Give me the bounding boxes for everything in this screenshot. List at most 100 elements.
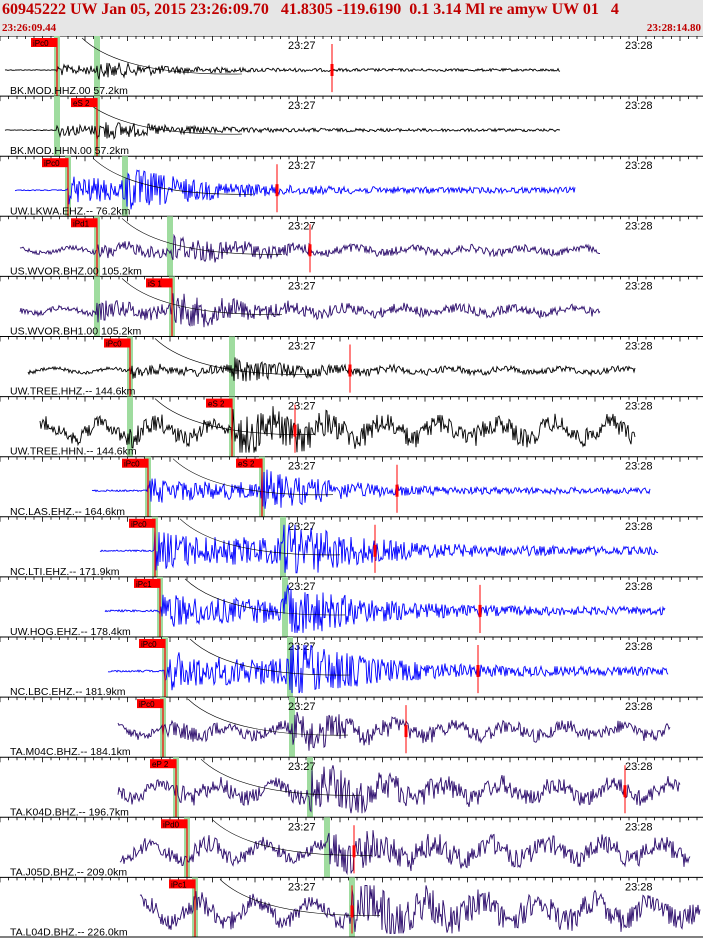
- waveform: [119, 830, 691, 876]
- minute-label: 23:28: [625, 881, 653, 893]
- trace-panel[interactable]: 23:27 23:28 iPd1 US.WVOR.BHZ.00 105.2km: [0, 215, 703, 277]
- amplitude-marker: [348, 364, 352, 377]
- amplitude-marker: [293, 424, 297, 437]
- window-end-time: 23:28:14.80: [646, 22, 701, 34]
- pick-flag[interactable]: [71, 98, 97, 108]
- trace-panel[interactable]: 23:27 23:28 iPc1 TA.L04D.BHZ.-- 226.0km: [0, 876, 703, 938]
- travel-time-curve: [184, 578, 346, 616]
- trace-panel[interactable]: 23:27 23:28 iPc1 UW.HOG.EHZ.-- 178.4km: [0, 576, 703, 638]
- minute-label: 23:27: [288, 401, 316, 413]
- travel-time-curve: [189, 638, 351, 676]
- travel-time-curve: [200, 758, 362, 796]
- pick-flag[interactable]: [161, 819, 187, 829]
- waveform: [117, 765, 681, 814]
- trace-panel[interactable]: 23:27 23:28 iS 1 US.WVOR.BH1.00 105.2km: [0, 275, 703, 338]
- pick-flag[interactable]: [150, 759, 176, 769]
- station-label: TA.L04D.BHZ.-- 226.0km: [10, 927, 128, 938]
- pick-flag[interactable]: [104, 338, 130, 348]
- minute-label: 23:27: [288, 160, 316, 172]
- minute-label: 23:28: [625, 100, 653, 112]
- station-label: NC.LAS.EHZ.-- 164.6km: [10, 506, 125, 518]
- trace-panel[interactable]: 23:27 23:28 iPc0 TA.M04C.BHZ.-- 184.1km: [0, 696, 703, 758]
- station-label: BK.MOD.HHN.00 57.2km: [10, 145, 129, 157]
- minute-label: 23:27: [288, 100, 316, 112]
- waveform: [27, 357, 636, 382]
- travel-time-curve: [172, 458, 334, 496]
- waveform: [91, 469, 651, 509]
- pick-flag[interactable]: [139, 639, 165, 648]
- travel-time-curve: [92, 157, 254, 195]
- pick-flag[interactable]: [146, 278, 172, 288]
- trace-panel[interactable]: 23:27 23:28 eS 2 UW.TREE.HHN.-- 144.6km: [0, 396, 703, 458]
- station-label: UW.TREE.HHN.-- 144.6km: [10, 446, 137, 458]
- minute-label: 23:28: [625, 641, 653, 653]
- amplitude-marker: [275, 184, 279, 197]
- minute-label: 23:28: [625, 461, 653, 473]
- station-label: US.WVOR.BH1.00 105.2km: [10, 326, 142, 338]
- station-label: NC.LBC.EHZ.-- 181.9km: [10, 686, 126, 698]
- amplitude-marker: [478, 604, 482, 617]
- pick-flag[interactable]: [71, 218, 97, 228]
- travel-time-curve: [154, 398, 316, 435]
- pick-flag[interactable]: [134, 578, 160, 588]
- minute-label: 23:27: [288, 280, 316, 292]
- pick-label: iPc1: [171, 880, 187, 889]
- travel-time-curve: [179, 518, 341, 556]
- trace-panel[interactable]: 23:27 23:28 iPc0 BK.MOD.HHZ.00 57.2km: [0, 36, 703, 97]
- pick-flag[interactable]: [236, 458, 262, 468]
- minute-label: 23:28: [625, 821, 653, 833]
- minute-label: 23:28: [625, 761, 653, 773]
- s-phase-window: [229, 336, 235, 397]
- minute-label: 23:27: [288, 641, 316, 653]
- pick-flag[interactable]: [137, 699, 163, 709]
- pick-label: iPd1: [73, 219, 90, 228]
- station-label: TA.M04C.BHZ.-- 184.1km: [10, 746, 131, 758]
- travel-time-curve: [81, 37, 243, 75]
- window-start-time: 23:26:09.44: [2, 22, 57, 34]
- pick-label: iPc0: [141, 640, 157, 649]
- waveform: [4, 122, 561, 141]
- minute-label: 23:27: [288, 40, 316, 52]
- amplitude-marker: [330, 64, 334, 76]
- event-header: 60945222 UW Jan 05, 2015 23:26:09.70 41.…: [0, 0, 703, 36]
- trace-panel[interactable]: 23:27 23:28 eS 2 BK.MOD.HHN.00 57.2km: [0, 95, 703, 157]
- minute-label: 23:28: [625, 220, 653, 232]
- minute-label: 23:28: [625, 401, 653, 413]
- minute-label: 23:28: [625, 280, 653, 292]
- pick-label: iS 1: [148, 279, 162, 288]
- pick-flag[interactable]: [169, 879, 195, 889]
- waveform: [39, 406, 636, 453]
- s-phase-window: [324, 817, 330, 878]
- trace-panel[interactable]: 23:27 23:28 iPd0 TA.J05D.BHZ.-- 209.0km: [0, 816, 703, 878]
- pick-flag[interactable]: [31, 38, 57, 47]
- pick-label: iPd0: [163, 820, 180, 829]
- trace-panel[interactable]: 23:27 23:28 iPc0 eS 2 NC.LAS.EHZ.-- 164.6km: [0, 456, 703, 518]
- station-label: UW.LKWA.EHZ.-- 76.2km: [10, 205, 131, 217]
- station-label: US.WVOR.BHZ.00 105.2km: [10, 265, 142, 277]
- s-phase-window: [287, 637, 293, 698]
- minute-label: 23:27: [288, 701, 316, 713]
- minute-label: 23:27: [288, 461, 316, 473]
- pick-flag[interactable]: [42, 158, 68, 168]
- trace-panel[interactable]: 23:27 23:28 eP 2 TA.K04D.BHZ.-- 196.7km: [0, 756, 703, 818]
- minute-label: 23:28: [625, 341, 653, 353]
- pick-label: iPc0: [33, 39, 49, 48]
- trace-panel[interactable]: 23:27 23:28 iPc0 UW.TREE.HHZ.-- 144.6km: [0, 336, 703, 398]
- pick-flag[interactable]: [122, 458, 148, 468]
- waveform: [99, 524, 659, 574]
- station-label: UW.TREE.HHZ.-- 144.6km: [10, 386, 136, 398]
- pick-label: eS 2: [208, 400, 225, 409]
- pick-flag[interactable]: [129, 518, 155, 528]
- s-phase-window: [282, 576, 288, 637]
- station-label: NC.LTI.EHZ.-- 171.9km: [10, 566, 120, 578]
- minute-label: 23:28: [625, 521, 653, 533]
- pick-label: iPc0: [124, 460, 140, 469]
- pick-flag[interactable]: [206, 398, 232, 408]
- trace-panel[interactable]: 23:27 23:28 iPc0 UW.LKWA.EHZ.-- 76.2km: [0, 155, 703, 217]
- travel-time-curve: [211, 819, 373, 856]
- travel-time-curve: [121, 218, 283, 255]
- trace-panel[interactable]: 23:27 23:28 iPc0 NC.LBC.EHZ.-- 181.9km: [0, 636, 703, 698]
- amplitude-marker: [395, 484, 399, 497]
